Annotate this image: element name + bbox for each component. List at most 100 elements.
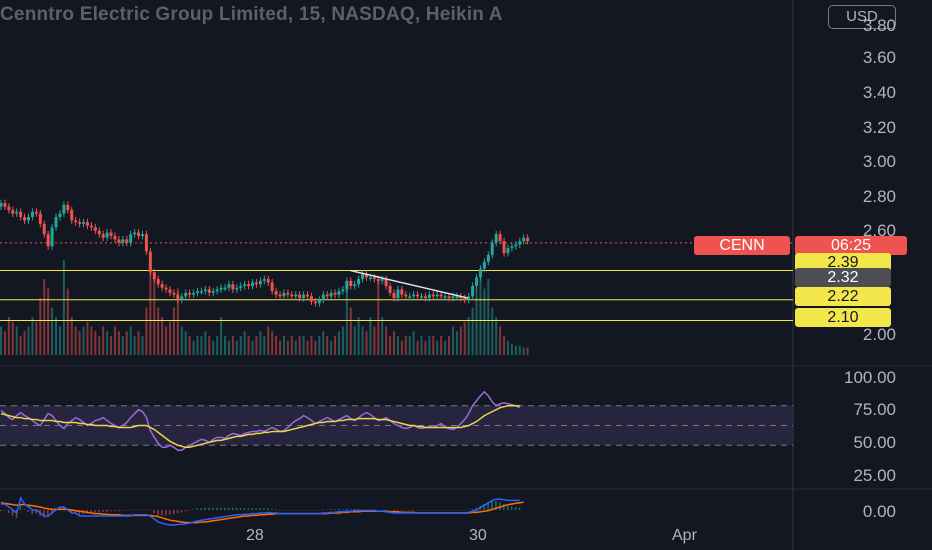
- macd-histogram-bar: [436, 510, 438, 511]
- macd-histogram-bar: [341, 509, 344, 510]
- volume-bar: [318, 336, 321, 355]
- volume-bar: [149, 260, 152, 355]
- volume-bar: [129, 326, 132, 355]
- currency-button[interactable]: USD: [828, 5, 896, 29]
- candle-body: [290, 294, 294, 297]
- macd-histogram-bar: [149, 510, 151, 511]
- candle-body: [294, 294, 298, 297]
- volume-bar: [404, 336, 407, 355]
- volume-bar: [39, 298, 42, 355]
- candle-body: [447, 296, 451, 299]
- volume-bar: [208, 336, 211, 355]
- macd-histogram-bar: [113, 510, 116, 512]
- macd-histogram-bar: [322, 509, 324, 510]
- macd-histogram-bar: [231, 507, 234, 510]
- candle-body: [357, 279, 361, 285]
- volume-bar: [475, 288, 478, 355]
- macd-histogram-bar: [503, 504, 505, 510]
- macd-histogram-bar: [373, 509, 375, 510]
- macd-histogram-bar: [290, 510, 293, 511]
- candle-body: [164, 287, 168, 290]
- macd-histogram-bar: [196, 508, 198, 510]
- candle-body: [498, 234, 502, 242]
- volume-bar: [212, 340, 215, 355]
- macd-histogram-bar: [451, 510, 454, 511]
- macd-histogram-bar: [444, 510, 446, 511]
- macd-histogram-bar: [117, 510, 120, 512]
- candle-body: [117, 239, 121, 243]
- macd-histogram-bar: [23, 509, 26, 510]
- volume-bar: [448, 336, 451, 355]
- volume-bar: [66, 288, 69, 355]
- volume-bar: [251, 340, 254, 355]
- volume-bar: [141, 336, 144, 355]
- candle-body: [522, 237, 526, 242]
- macd-line: [1, 496, 520, 526]
- volume-bar: [51, 307, 54, 355]
- candle-body: [455, 296, 459, 298]
- candle-body: [34, 211, 38, 214]
- macd-histogram-bar: [188, 510, 191, 511]
- macd-histogram-bar: [310, 510, 312, 511]
- price-tick: 2.60: [862, 221, 896, 240]
- candle-body: [172, 292, 176, 295]
- volume-bar: [90, 326, 93, 355]
- trend-line: [349, 269, 469, 299]
- candle-body: [313, 301, 317, 304]
- macd-histogram-bar: [192, 509, 195, 510]
- volume-bar: [389, 336, 392, 355]
- candle-body: [329, 292, 333, 297]
- volume-bar: [133, 336, 136, 355]
- volume-bar: [247, 336, 250, 355]
- volume-bar: [220, 317, 223, 355]
- candle-body: [50, 227, 54, 247]
- macd-histogram-bar: [239, 508, 242, 510]
- volume-bar: [31, 317, 34, 355]
- candle-body: [431, 294, 435, 297]
- candle-body: [156, 279, 160, 285]
- candle-body: [89, 225, 93, 228]
- volume-bar: [420, 336, 423, 355]
- macd-histogram-bar: [224, 507, 226, 510]
- volume-bar: [184, 331, 187, 355]
- volume-bar: [7, 317, 10, 355]
- volume-bar: [373, 326, 376, 355]
- volume-bar: [408, 336, 411, 355]
- volume-bar: [510, 343, 513, 355]
- volume-bar: [365, 331, 368, 355]
- volume-bar: [3, 331, 6, 355]
- candle-body: [3, 203, 7, 207]
- volume-bar: [74, 326, 77, 355]
- macd-histogram-bar: [428, 510, 430, 511]
- volume-bar: [19, 336, 22, 355]
- candle-body: [482, 261, 486, 269]
- candle-body: [302, 294, 306, 299]
- candle-body: [97, 230, 101, 235]
- macd-histogram-bar: [15, 510, 18, 518]
- candle-body: [42, 223, 46, 235]
- candle-body: [443, 296, 447, 298]
- level-tag: 2.39: [795, 253, 891, 272]
- volume-bar: [102, 326, 105, 355]
- macd-histogram-bar: [432, 510, 434, 511]
- macd-histogram-bar: [125, 510, 128, 511]
- candle-body: [518, 241, 522, 245]
- candle-body: [435, 294, 439, 297]
- candle-body: [15, 211, 19, 214]
- macd-histogram-bar: [141, 509, 143, 510]
- volume-bar: [47, 288, 50, 355]
- price-tick: 2.00: [862, 325, 896, 344]
- candle-body: [270, 282, 274, 292]
- volume-bar: [294, 340, 297, 355]
- volume-bar: [290, 336, 293, 355]
- volume-bar: [471, 307, 474, 355]
- candle-body: [239, 285, 243, 288]
- volume-bar: [345, 288, 348, 355]
- candle-body: [416, 294, 420, 297]
- candle-body: [223, 287, 227, 290]
- candle-body: [510, 246, 514, 249]
- macd-histogram-bar: [518, 507, 521, 510]
- macd-histogram-bar: [106, 510, 108, 512]
- volume-bar: [204, 331, 207, 355]
